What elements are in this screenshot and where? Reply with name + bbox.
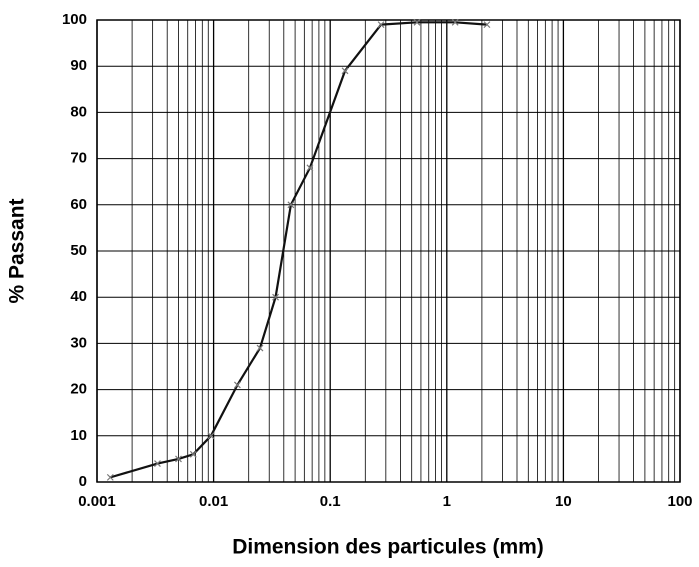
data-point [413, 18, 421, 26]
y-tick-label: 90 [70, 57, 87, 74]
y-tick-label: 20 [70, 381, 87, 398]
x-tick-label: 10 [555, 493, 572, 510]
y-tick-label: 30 [70, 334, 87, 351]
x-tick-label: 1 [443, 493, 451, 510]
y-tick-label: 80 [70, 103, 87, 120]
y-tick-label: 100 [62, 11, 87, 28]
data-point [154, 460, 161, 467]
data-point [306, 164, 314, 172]
data-point [451, 18, 459, 26]
plot-frame [96, 19, 681, 483]
x-tick-label: 0.1 [320, 493, 341, 510]
x-tick-label: 0.01 [199, 493, 228, 510]
y-tick-label: 40 [70, 288, 87, 305]
data-point [106, 473, 114, 481]
data-point [256, 344, 264, 352]
data-point [483, 21, 491, 29]
data-point [207, 432, 215, 440]
data-line [109, 21, 488, 479]
data-point [233, 381, 241, 389]
data-point [287, 201, 295, 209]
y-tick-label: 50 [70, 242, 87, 259]
data-point [189, 450, 197, 458]
data-point [341, 67, 349, 75]
data-point [175, 455, 182, 463]
x-tick-label: 100 [667, 493, 692, 510]
data-point [377, 21, 385, 29]
y-tick-label: 60 [70, 196, 87, 213]
y-tick-label: 70 [70, 150, 87, 167]
y-axis-title: % Passant [6, 198, 29, 303]
y-tick-label: 10 [70, 427, 87, 444]
x-tick-label: 0.001 [78, 493, 116, 510]
y-tick-label: 0 [79, 473, 87, 490]
x-axis-title: Dimension des particules (mm) [232, 536, 544, 559]
data-point [272, 293, 279, 301]
